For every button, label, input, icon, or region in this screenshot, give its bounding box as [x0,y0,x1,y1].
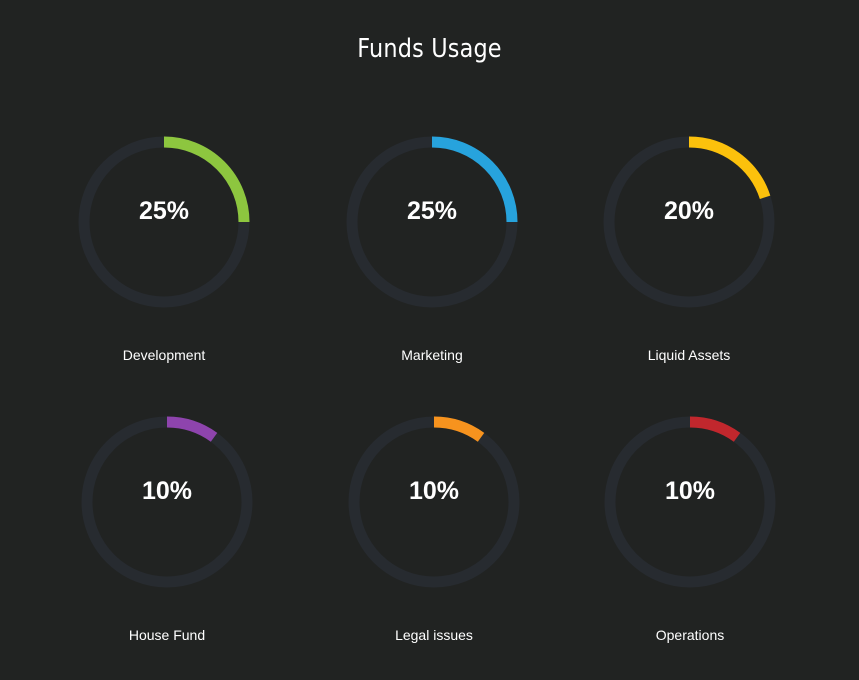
gauge-arc-development [163,136,250,223]
gauge-marketing: 25% Marketing [332,115,532,363]
chart-title: Funds Usage [357,34,502,64]
gauge-ring-operations [604,416,776,588]
gauge-arc-marketing [431,136,518,223]
gauge-legal-issues: 10% Legal issues [334,395,534,643]
gauge-value-house-fund: 10% [141,477,193,505]
gauge-ring-house-fund [81,416,253,588]
gauge-house-fund: 10% House Fund [67,395,267,643]
gauge-ring-marketing [346,136,518,308]
gauge-label-house-fund: House Fund [128,627,206,643]
gauge-operations: 10% Operations [590,395,790,643]
gauge-arc-liquid-assets [688,136,771,200]
gauge-value-legal-issues: 10% [408,477,460,505]
gauge-label-legal-issues: Legal issues [395,627,473,643]
gauge-label-liquid-assets: Liquid Assets [647,347,731,363]
gauge-value-operations: 10% [664,477,716,505]
gauge-liquid-assets: 20% Liquid Assets [589,115,789,363]
gauge-arc-house-fund [166,416,218,442]
gauge-value-development: 25% [138,197,190,225]
gauge-label-marketing: Marketing [401,347,463,363]
gauge-ring-liquid-assets [603,136,775,308]
gauge-ring-development [78,136,250,308]
gauge-value-marketing: 25% [406,197,458,225]
gauge-label-development: Development [122,347,206,363]
gauge-label-operations: Operations [655,627,725,643]
gauge-arc-operations [689,416,741,442]
gauge-development: 25% Development [64,115,264,363]
gauge-arc-legal-issues [433,416,485,442]
gauge-value-liquid-assets: 20% [663,197,715,225]
gauge-ring-legal-issues [348,416,520,588]
